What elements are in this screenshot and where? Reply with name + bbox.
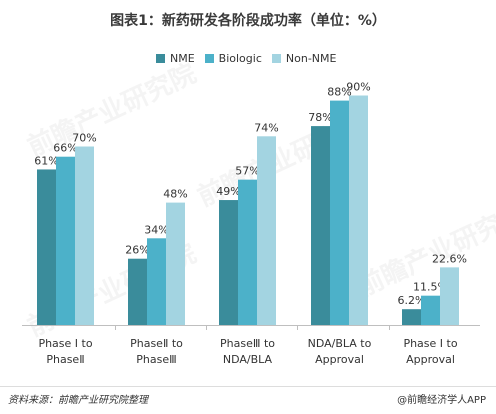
- data-label: 34%: [144, 223, 168, 236]
- x-tick-label: PhaseⅢ: [136, 353, 176, 366]
- bar-nme: [311, 126, 330, 325]
- data-label: 70%: [72, 132, 96, 145]
- bar-non-nme: [440, 267, 459, 325]
- x-tick-label: PhaseⅢ to: [220, 337, 275, 350]
- bar-nme: [219, 200, 238, 325]
- bar-non-nme: [75, 146, 94, 325]
- credit-note: @前瞻经济学人APP: [397, 395, 486, 406]
- legend-swatch: [271, 53, 281, 63]
- bar-non-nme: [166, 202, 185, 325]
- bar-non-nme: [349, 95, 368, 325]
- bar-non-nme: [257, 136, 276, 325]
- x-tick-label: PhaseⅡ to: [130, 337, 183, 350]
- bar-biologic: [330, 100, 349, 325]
- data-label: 26%: [125, 244, 149, 257]
- x-tick-label: PhaseⅡ: [46, 353, 84, 366]
- data-label: 74%: [254, 121, 278, 134]
- data-label: 57%: [235, 165, 259, 178]
- bar-biologic: [147, 238, 166, 325]
- bar-nme: [128, 258, 147, 325]
- legend-swatch: [156, 53, 165, 63]
- x-tick-label: Approval: [406, 353, 455, 366]
- bar-nme: [402, 309, 421, 325]
- x-tick-label: NDA/BLA: [223, 353, 273, 366]
- bar-nme: [37, 169, 56, 325]
- legend-item-biologic: Biologic: [204, 51, 262, 65]
- legend-label: NME: [170, 51, 195, 65]
- data-label: 90%: [346, 81, 370, 94]
- legend: NME Biologic Non-NME: [156, 51, 346, 65]
- data-label: 11.5%: [413, 281, 448, 294]
- data-label: 6.2%: [398, 294, 426, 307]
- source-note: 资料来源：前瞻产业研究院整理: [8, 395, 148, 406]
- footer-divider: [0, 386, 496, 387]
- x-tick-label: Phase Ⅰ to: [38, 337, 92, 350]
- legend-swatch: [204, 53, 214, 63]
- legend-item-non-nme: Non-NME: [271, 51, 337, 65]
- x-tick-label: Phase Ⅰ to: [403, 337, 457, 350]
- data-label: 61%: [34, 154, 58, 167]
- x-tick-label: Approval: [315, 353, 364, 366]
- data-label: 88%: [327, 86, 351, 99]
- legend-label: Non-NME: [285, 51, 337, 65]
- data-label: 48%: [163, 188, 187, 201]
- bar-biologic: [238, 179, 257, 325]
- legend-item-nme: NME: [156, 52, 195, 65]
- bar-biologic: [421, 295, 440, 325]
- data-label: 22.6%: [432, 252, 467, 265]
- x-tick-label: NDA/BLA to: [308, 337, 372, 350]
- bar-biologic: [56, 156, 75, 325]
- data-label: 66%: [53, 142, 77, 155]
- data-label: 78%: [308, 111, 332, 124]
- bar-chart: 61% 26% 49% 78% 6.2% 66% 34% 57% 88% 11.5% 70% 48% 7…: [22, 81, 480, 366]
- data-label: 49%: [216, 185, 240, 198]
- legend-label: Biologic: [218, 51, 262, 65]
- chart-title: 图表1：新药研发各阶段成功率（单位：%）: [110, 13, 386, 29]
